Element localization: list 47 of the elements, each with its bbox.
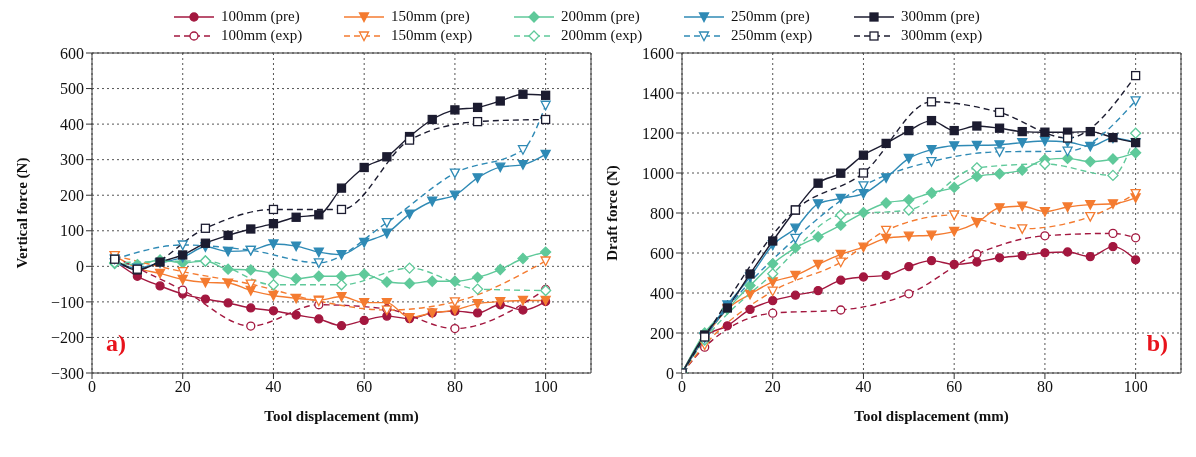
- x-tick-label: 80: [446, 378, 463, 396]
- y-tick-label: 400: [60, 115, 84, 133]
- legend-label: 300mm (exp): [901, 27, 983, 44]
- x-tick-label: 60: [946, 378, 963, 396]
- legend-label: 100mm (pre): [221, 8, 300, 25]
- y-tick-label: 200: [60, 186, 84, 204]
- y-tick-label: 300: [60, 151, 84, 169]
- legend-label: 150mm (pre): [391, 8, 470, 25]
- legend-label: 250mm (exp): [731, 27, 813, 44]
- x-axis-title: Tool displacement (mm): [854, 408, 1009, 425]
- x-tick-label: 20: [174, 378, 191, 396]
- x-tick-label: 60: [356, 378, 373, 396]
- y-tick-label: −300: [50, 364, 84, 382]
- y-tick-label: 600: [650, 244, 674, 262]
- legend-label: 200mm (exp): [561, 27, 643, 44]
- legend-label: 200mm (pre): [561, 8, 640, 25]
- y-axis-title: Vertical force (N): [14, 157, 32, 269]
- y-tick-label: 1600: [642, 44, 674, 62]
- x-tick-label: 40: [265, 378, 282, 396]
- legend-label: 250mm (pre): [731, 8, 810, 25]
- x-axis-title: Tool displacement (mm): [264, 408, 419, 425]
- y-tick-label: −200: [50, 329, 84, 347]
- y-tick-label: 0: [76, 258, 84, 276]
- y-tick-label: 600: [60, 44, 84, 62]
- y-tick-label: −100: [50, 293, 84, 311]
- legend-label: 150mm (exp): [391, 27, 473, 44]
- x-tick-label: 80: [1036, 378, 1053, 396]
- x-tick-label: 100: [533, 378, 558, 396]
- x-tick-label: 40: [855, 378, 872, 396]
- y-tick-label: 1000: [642, 164, 674, 182]
- y-tick-label: 1200: [642, 124, 674, 142]
- y-tick-label: 1400: [642, 84, 674, 102]
- legend-label: 100mm (exp): [221, 27, 303, 44]
- y-axis-title: Draft force (N): [604, 165, 622, 261]
- y-tick-label: 200: [650, 324, 674, 342]
- x-tick-label: 0: [678, 378, 686, 396]
- annotation: a): [106, 330, 126, 357]
- y-tick-label: 400: [650, 284, 674, 302]
- y-tick-label: 100: [60, 222, 84, 240]
- y-tick-label: 500: [60, 80, 84, 98]
- x-tick-label: 0: [88, 378, 96, 396]
- annotation: b): [1146, 330, 1168, 357]
- y-tick-label: 0: [666, 364, 674, 382]
- y-tick-label: 800: [650, 204, 674, 222]
- x-tick-label: 20: [764, 378, 781, 396]
- x-tick-label: 100: [1123, 378, 1148, 396]
- legend-label: 300mm (pre): [901, 8, 980, 25]
